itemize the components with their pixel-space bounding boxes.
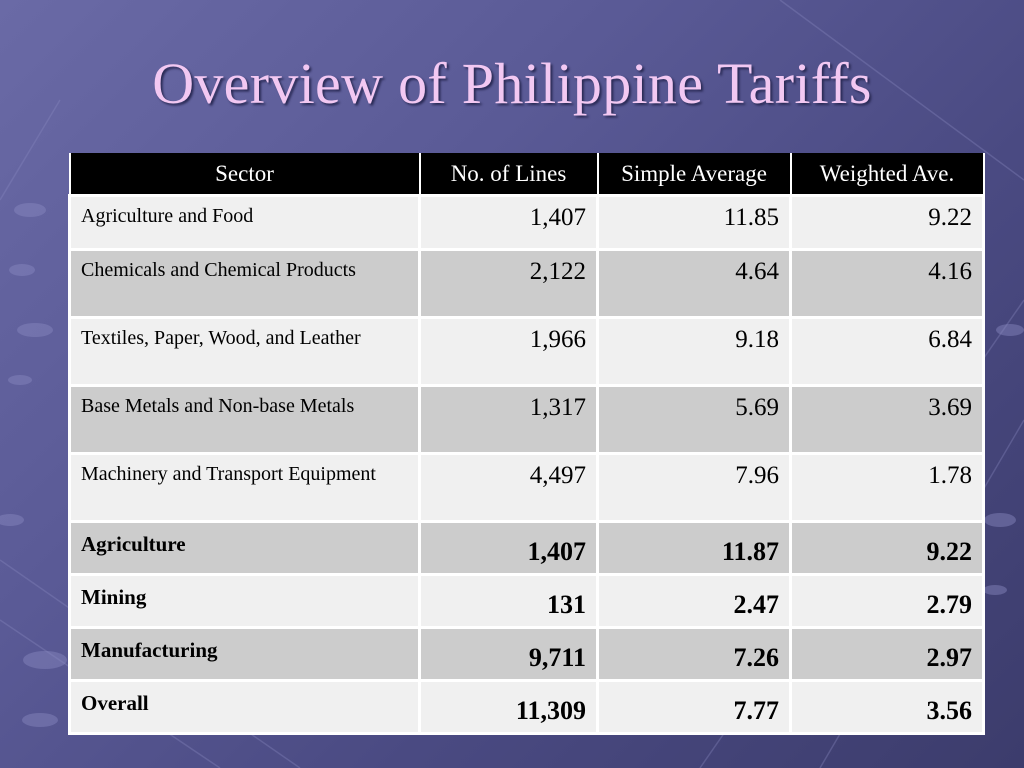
lines-cell: 11,309: [418, 679, 599, 735]
weighted-average-cell: 9.22: [789, 520, 985, 576]
slide-title: Overview of Philippine Tariffs: [152, 51, 872, 116]
table-row: Mining 131 2.47 2.79: [68, 573, 985, 629]
simple-average-cell: 2.47: [596, 573, 792, 629]
table-row: Textiles, Paper, Wood, and Leather 1,966…: [68, 316, 985, 387]
simple-average-cell: 11.85: [596, 194, 792, 251]
table-row: Machinery and Transport Equipment 4,497 …: [68, 452, 985, 523]
simple-average-cell: 5.69: [596, 384, 792, 455]
table-row: Base Metals and Non-base Metals 1,317 5.…: [68, 384, 985, 455]
simple-average-cell: 9.18: [596, 316, 792, 387]
sector-cell: Textiles, Paper, Wood, and Leather: [68, 316, 421, 387]
header-weighted-average: Weighted Ave.: [789, 153, 985, 197]
simple-average-cell: 7.96: [596, 452, 792, 523]
table-row: Chemicals and Chemical Products 2,122 4.…: [68, 248, 985, 319]
weighted-average-cell: 9.22: [789, 194, 985, 251]
lines-cell: 2,122: [418, 248, 599, 319]
lines-cell: 9,711: [418, 626, 599, 682]
lines-cell: 1,407: [418, 194, 599, 251]
table-row: Agriculture 1,407 11.87 9.22: [68, 520, 985, 576]
lines-cell: 4,497: [418, 452, 599, 523]
sector-cell: Mining: [68, 573, 421, 629]
weighted-average-cell: 3.69: [789, 384, 985, 455]
table-header-row: Sector No. of Lines Simple Average Weigh…: [68, 153, 985, 197]
weighted-average-cell: 4.16: [789, 248, 985, 319]
table-row-overall: Overall 11,309 7.77 3.56: [68, 679, 985, 735]
sector-cell: Agriculture and Food: [68, 194, 421, 251]
weighted-average-cell: 2.79: [789, 573, 985, 629]
header-no-of-lines: No. of Lines: [418, 153, 599, 197]
simple-average-cell: 11.87: [596, 520, 792, 576]
header-simple-average: Simple Average: [596, 153, 792, 197]
lines-cell: 1,966: [418, 316, 599, 387]
sector-cell: Base Metals and Non-base Metals: [68, 384, 421, 455]
sector-cell: Overall: [68, 679, 421, 735]
table-row: Manufacturing 9,711 7.26 2.97: [68, 626, 985, 682]
weighted-average-cell: 1.78: [789, 452, 985, 523]
sector-cell: Agriculture: [68, 520, 421, 576]
sector-cell: Chemicals and Chemical Products: [68, 248, 421, 319]
lines-cell: 1,407: [418, 520, 599, 576]
lines-cell: 131: [418, 573, 599, 629]
weighted-average-cell: 6.84: [789, 316, 985, 387]
simple-average-cell: 4.64: [596, 248, 792, 319]
simple-average-cell: 7.77: [596, 679, 792, 735]
simple-average-cell: 7.26: [596, 626, 792, 682]
sector-cell: Machinery and Transport Equipment: [68, 452, 421, 523]
table-row: Agriculture and Food 1,407 11.85 9.22: [68, 194, 985, 251]
sector-cell: Manufacturing: [68, 626, 421, 682]
header-sector: Sector: [68, 153, 421, 197]
weighted-average-cell: 3.56: [789, 679, 985, 735]
lines-cell: 1,317: [418, 384, 599, 455]
tariff-table: Sector No. of Lines Simple Average Weigh…: [68, 153, 985, 735]
weighted-average-cell: 2.97: [789, 626, 985, 682]
